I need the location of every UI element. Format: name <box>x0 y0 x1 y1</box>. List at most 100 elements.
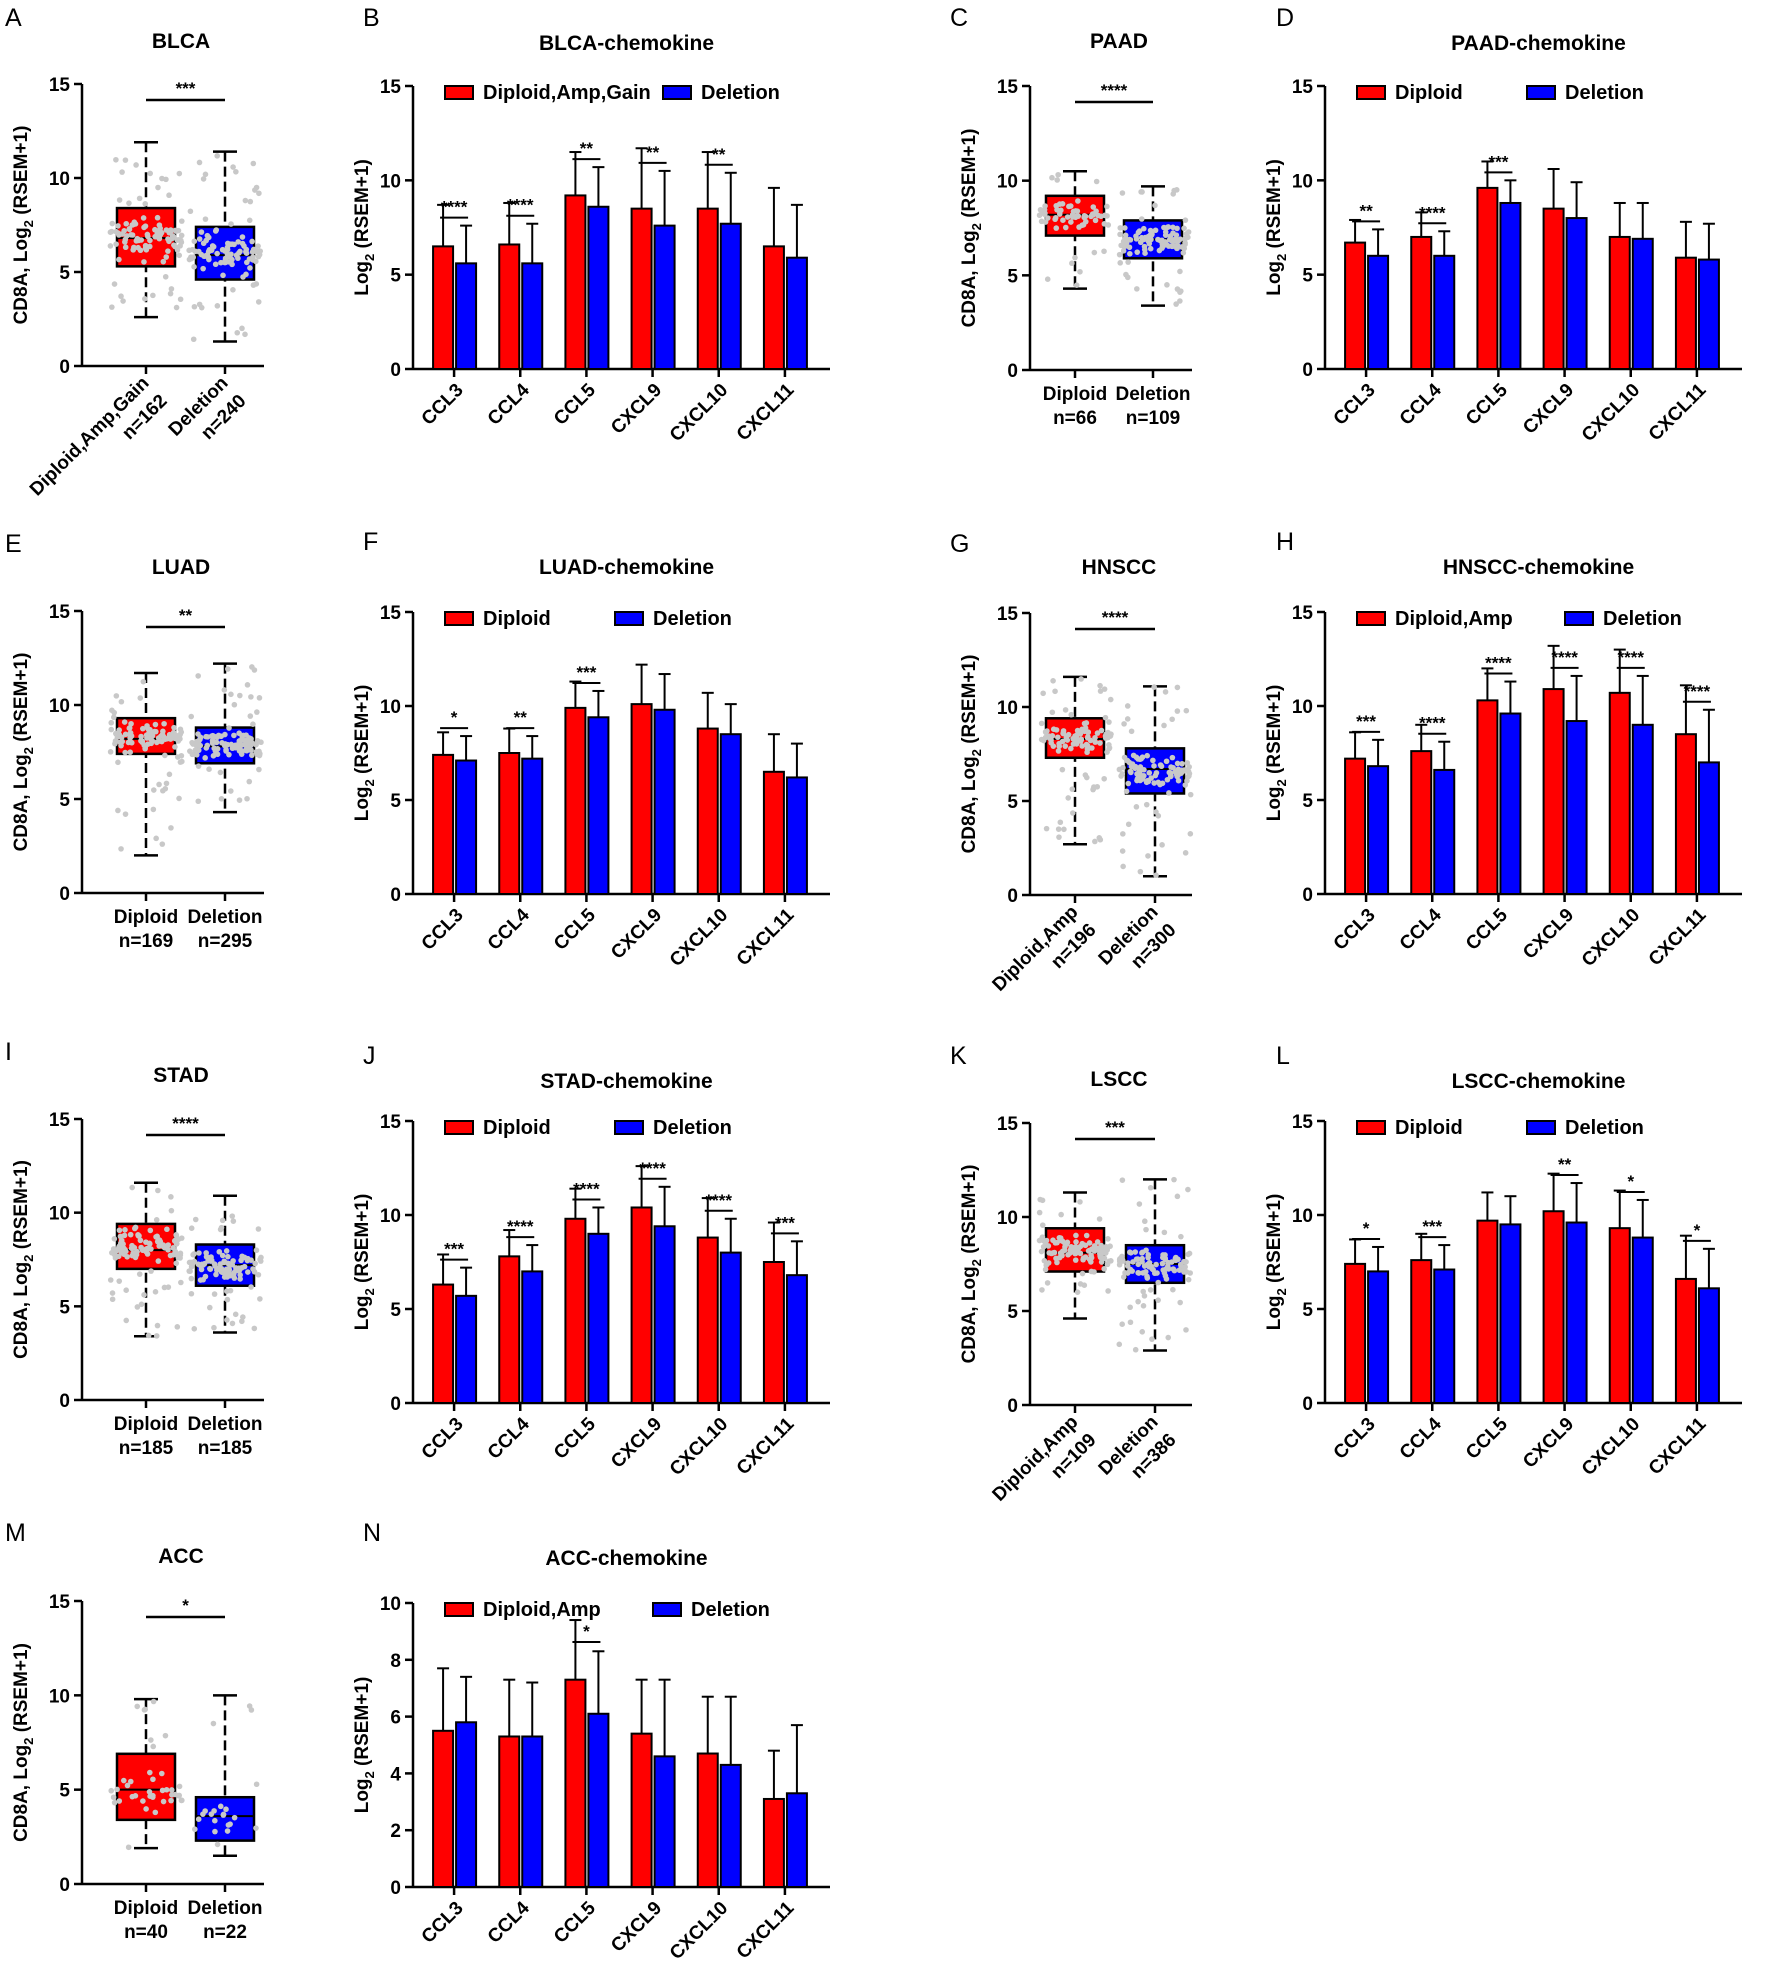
data-point <box>1120 1274 1127 1280</box>
data-point <box>143 1246 149 1252</box>
data-point <box>111 709 118 716</box>
data-point <box>147 170 154 177</box>
data-point <box>1137 868 1144 875</box>
y-axis-label: Log2 (RSEM+1) <box>1264 1194 1289 1331</box>
data-point <box>1040 1243 1047 1250</box>
category-label: Diploid <box>114 1898 178 1919</box>
category-label: Deletion <box>188 907 263 928</box>
data-point <box>1107 696 1114 703</box>
y-tick-label: 0 <box>59 884 70 905</box>
data-point <box>1054 177 1060 183</box>
category-group: **** <box>1476 654 1522 896</box>
data-point <box>225 666 231 672</box>
iqr-box <box>194 1795 256 1842</box>
data-point <box>129 1184 135 1191</box>
data-point <box>1055 734 1061 741</box>
significance-label: * <box>1627 1172 1634 1191</box>
data-point <box>243 747 250 754</box>
data-point <box>231 1814 238 1821</box>
data-point <box>1106 742 1112 748</box>
data-point <box>1181 225 1187 232</box>
data-point <box>1177 1261 1184 1268</box>
data-point <box>139 725 146 732</box>
box-deletion <box>187 662 264 814</box>
data-point <box>1161 1229 1168 1236</box>
bar <box>719 1763 742 1889</box>
data-point <box>1104 203 1110 210</box>
bar <box>1499 712 1522 896</box>
data-point <box>228 221 234 227</box>
data-points <box>108 1698 185 1851</box>
data-point <box>1174 1193 1181 1200</box>
data-point <box>128 720 134 727</box>
data-point <box>1173 232 1180 238</box>
data-point <box>140 215 147 221</box>
bar <box>521 262 544 371</box>
data-point <box>163 176 169 183</box>
data-point <box>136 195 143 202</box>
bar <box>1697 761 1720 896</box>
data-point <box>236 797 243 803</box>
data-point <box>245 1269 251 1275</box>
data-point <box>173 1241 180 1247</box>
data-point <box>219 1217 226 1224</box>
data-point <box>234 329 241 336</box>
chart-title: ACC <box>158 1545 204 1568</box>
data-point <box>1088 1254 1095 1261</box>
data-point <box>1058 1211 1064 1218</box>
bar <box>1367 765 1390 895</box>
y-tick-label: 15 <box>49 1110 71 1131</box>
data-point <box>153 835 159 842</box>
y-tick-label: 6 <box>390 1708 401 1729</box>
data-point <box>1127 1319 1134 1326</box>
chart-title: HNSCC-chemokine <box>1443 556 1634 579</box>
data-point <box>178 1797 185 1804</box>
data-point <box>1086 1240 1093 1246</box>
data-point <box>253 1825 259 1831</box>
sample-size-label: n=109 <box>1126 408 1180 429</box>
significance-label: * <box>182 1596 189 1615</box>
panel-c: C PAAD 0 5 10 15 CD8A, Log2 (RSEM+1) Diploid n=6… <box>950 4 1192 429</box>
bar <box>630 703 653 895</box>
y-tick-label: 0 <box>1007 1396 1018 1417</box>
data-point <box>1038 1248 1045 1255</box>
data-point <box>159 1787 166 1794</box>
data-point <box>221 1259 227 1266</box>
data-point <box>140 678 147 685</box>
category-label: CCL3 <box>418 905 468 955</box>
data-point <box>176 1783 183 1790</box>
data-point <box>118 698 125 705</box>
data-point <box>249 238 255 245</box>
y-tick-label: 15 <box>1292 1112 1314 1133</box>
data-point <box>1139 1329 1146 1335</box>
bar <box>1674 1277 1697 1405</box>
data-point <box>1120 863 1126 870</box>
data-point <box>155 184 161 191</box>
data-point <box>163 780 170 787</box>
bar <box>1344 757 1367 896</box>
data-point <box>1135 772 1142 779</box>
category-group: **** <box>1674 682 1720 896</box>
data-point <box>1156 247 1163 254</box>
data-point <box>113 156 119 163</box>
data-point <box>1155 1279 1162 1286</box>
data-point <box>129 1252 136 1259</box>
data-point <box>109 304 115 310</box>
data-point <box>1061 826 1067 833</box>
category-label: CCL5 <box>1462 1413 1512 1463</box>
y-tick-label: 4 <box>390 1764 401 1785</box>
y-axis-label: CD8A, Log2 (RSEM+1) <box>11 126 36 325</box>
category-label: CXCL10 <box>1578 380 1644 446</box>
category-group: ** <box>1542 1155 1588 1405</box>
data-point <box>176 795 182 802</box>
bar <box>785 1792 808 1889</box>
data-point <box>122 244 129 251</box>
data-point <box>152 721 159 728</box>
category-group: **** <box>498 196 544 371</box>
data-point <box>189 739 195 746</box>
data-point <box>1157 762 1164 768</box>
data-point <box>1175 777 1182 784</box>
data-point <box>254 248 260 255</box>
data-point <box>1062 743 1069 749</box>
data-point <box>109 1296 116 1303</box>
